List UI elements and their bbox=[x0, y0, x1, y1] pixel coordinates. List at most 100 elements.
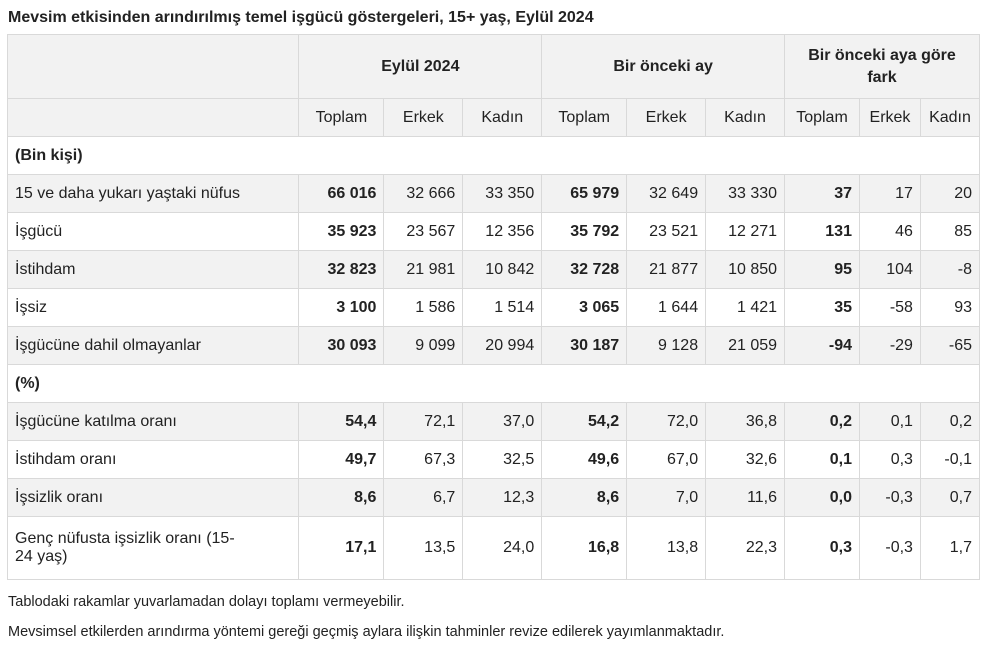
table-cell: 20 994 bbox=[462, 326, 543, 365]
table-cell: 9 128 bbox=[626, 326, 707, 365]
table-cell: 66 016 bbox=[298, 174, 385, 213]
table-cell: 54,2 bbox=[541, 402, 628, 441]
row-label: İşgücüne katılma oranı bbox=[6, 402, 300, 441]
table-row: İşsizlik oranı 8,6 6,7 12,3 8,6 7,0 11,6 0,0 -0,… bbox=[6, 478, 981, 517]
table-row: İşgücüne dahil olmayanlar 30 093 9 099 20 9… bbox=[6, 326, 981, 365]
table-cell: 10 842 bbox=[462, 250, 543, 289]
table-cell: 12,3 bbox=[462, 478, 543, 517]
table-cell: 95 bbox=[784, 250, 860, 289]
table-cell: -58 bbox=[858, 288, 921, 327]
section-label: (Bin kişi) bbox=[7, 136, 980, 175]
table-title: Mevsim etkisinden arındırılmış temel işg… bbox=[8, 9, 594, 26]
table-cell: 23 567 bbox=[383, 212, 464, 251]
table-cell: 13,5 bbox=[383, 516, 464, 580]
row-label: İstihdam bbox=[6, 250, 300, 289]
table-cell: 131 bbox=[784, 212, 860, 251]
table-cell: 1 586 bbox=[383, 288, 464, 327]
table-cell: 35 bbox=[784, 288, 860, 327]
table-row: 15 ve daha yukarı yaştaki nüfus 66 016 32 … bbox=[6, 174, 981, 213]
table-cell: 13,8 bbox=[626, 516, 707, 580]
header-group-difference: Bir önceki aya göre fark bbox=[784, 34, 980, 99]
table-row: İşgücü 35 923 23 567 12 356 35 792 23 521 12 2… bbox=[6, 212, 981, 251]
header-sub-row: Toplam Erkek Kadın Toplam Erkek Kadın To… bbox=[6, 98, 981, 137]
table-cell: 17,1 bbox=[298, 516, 385, 580]
table-cell: 49,7 bbox=[298, 440, 385, 479]
subheader: Toplam bbox=[784, 98, 860, 137]
row-label: İşgücüne dahil olmayanlar bbox=[6, 326, 300, 365]
section-row: (Bin kişi) bbox=[7, 136, 980, 175]
header-group-current: Eylül 2024 bbox=[298, 34, 543, 99]
table-cell: 72,1 bbox=[383, 402, 464, 441]
table-cell: 33 330 bbox=[705, 174, 786, 213]
table-cell: 54,4 bbox=[298, 402, 385, 441]
table-cell: 0,3 bbox=[858, 440, 921, 479]
table-cell: 49,6 bbox=[541, 440, 628, 479]
table-cell: 0,3 bbox=[784, 516, 860, 580]
section-row: (%) bbox=[7, 364, 980, 403]
footnote-rounding: Tablodaki rakamlar yuvarlamadan dolayı t… bbox=[8, 594, 405, 610]
table-cell: 11,6 bbox=[705, 478, 786, 517]
table-cell: 32 823 bbox=[298, 250, 385, 289]
table-cell: 32 666 bbox=[383, 174, 464, 213]
table-row: İşgücüne katılma oranı 54,4 72,1 37,0 54,2 72… bbox=[6, 402, 981, 441]
table-cell: 32,5 bbox=[462, 440, 543, 479]
table-cell: 0,1 bbox=[858, 402, 921, 441]
table-cell: 21 981 bbox=[383, 250, 464, 289]
table-cell: 1 644 bbox=[626, 288, 707, 327]
table-cell: 24,0 bbox=[462, 516, 543, 580]
section-label: (%) bbox=[7, 364, 980, 403]
table-cell: 0,2 bbox=[784, 402, 860, 441]
row-label: Genç nüfusta işsizlik oranı (15-24 yaş) bbox=[6, 516, 300, 580]
table-cell: 1 421 bbox=[705, 288, 786, 327]
row-label: İşsizlik oranı bbox=[6, 478, 300, 517]
table-cell: -94 bbox=[784, 326, 860, 365]
subheader: Toplam bbox=[298, 98, 385, 137]
table-cell: 36,8 bbox=[705, 402, 786, 441]
table-cell: 23 521 bbox=[626, 212, 707, 251]
subheader: Toplam bbox=[541, 98, 628, 137]
table-cell: 21 059 bbox=[705, 326, 786, 365]
table-row: İstihdam 32 823 21 981 10 842 32 728 21 877 10… bbox=[6, 250, 981, 289]
table-cell: 67,0 bbox=[626, 440, 707, 479]
subheader: Kadın bbox=[462, 98, 543, 137]
table-cell: 10 850 bbox=[705, 250, 786, 289]
table-cell: 0,2 bbox=[919, 402, 981, 441]
table-cell: 0,7 bbox=[919, 478, 981, 517]
table-cell: 0,0 bbox=[784, 478, 860, 517]
table-cell: 30 187 bbox=[541, 326, 628, 365]
table-cell: 7,0 bbox=[626, 478, 707, 517]
table-cell: 21 877 bbox=[626, 250, 707, 289]
table-cell: 46 bbox=[858, 212, 921, 251]
table-cell: 22,3 bbox=[705, 516, 786, 580]
table-cell: 37,0 bbox=[462, 402, 543, 441]
table-cell: 32,6 bbox=[705, 440, 786, 479]
table-cell: 85 bbox=[919, 212, 981, 251]
row-label: İşgücü bbox=[6, 212, 300, 251]
table-cell: 3 065 bbox=[541, 288, 628, 327]
header-corner bbox=[6, 34, 300, 99]
row-label: İşsiz bbox=[6, 288, 300, 327]
table-cell: 20 bbox=[919, 174, 981, 213]
table-row: İşsiz 3 100 1 586 1 514 3 065 1 644 1 421 35 -58… bbox=[6, 288, 981, 327]
table-cell: 8,6 bbox=[298, 478, 385, 517]
table-cell: 6,7 bbox=[383, 478, 464, 517]
table-cell: 17 bbox=[858, 174, 921, 213]
table-cell: 37 bbox=[784, 174, 860, 213]
table-cell: 1 514 bbox=[462, 288, 543, 327]
table-row: İstihdam oranı 49,7 67,3 32,5 49,6 67,0 32,6 0,… bbox=[6, 440, 981, 479]
header-group-previous: Bir önceki ay bbox=[541, 34, 786, 99]
labor-indicators-table: Eylül 2024 Bir önceki ay Bir önceki aya … bbox=[6, 34, 981, 580]
subheader: Erkek bbox=[626, 98, 707, 137]
row-label: 15 ve daha yukarı yaştaki nüfus bbox=[6, 174, 300, 213]
table-body: (Bin kişi) 15 ve daha yukarı yaştaki nüfu… bbox=[6, 136, 981, 580]
table-cell: -0,1 bbox=[919, 440, 981, 479]
table-cell: -0,3 bbox=[858, 478, 921, 517]
table-cell: -0,3 bbox=[858, 516, 921, 580]
subheader: Kadın bbox=[705, 98, 786, 137]
table-cell: 67,3 bbox=[383, 440, 464, 479]
subheader: Kadın bbox=[919, 98, 981, 137]
table-cell: -65 bbox=[919, 326, 981, 365]
table-cell: 0,1 bbox=[784, 440, 860, 479]
table-cell: 16,8 bbox=[541, 516, 628, 580]
